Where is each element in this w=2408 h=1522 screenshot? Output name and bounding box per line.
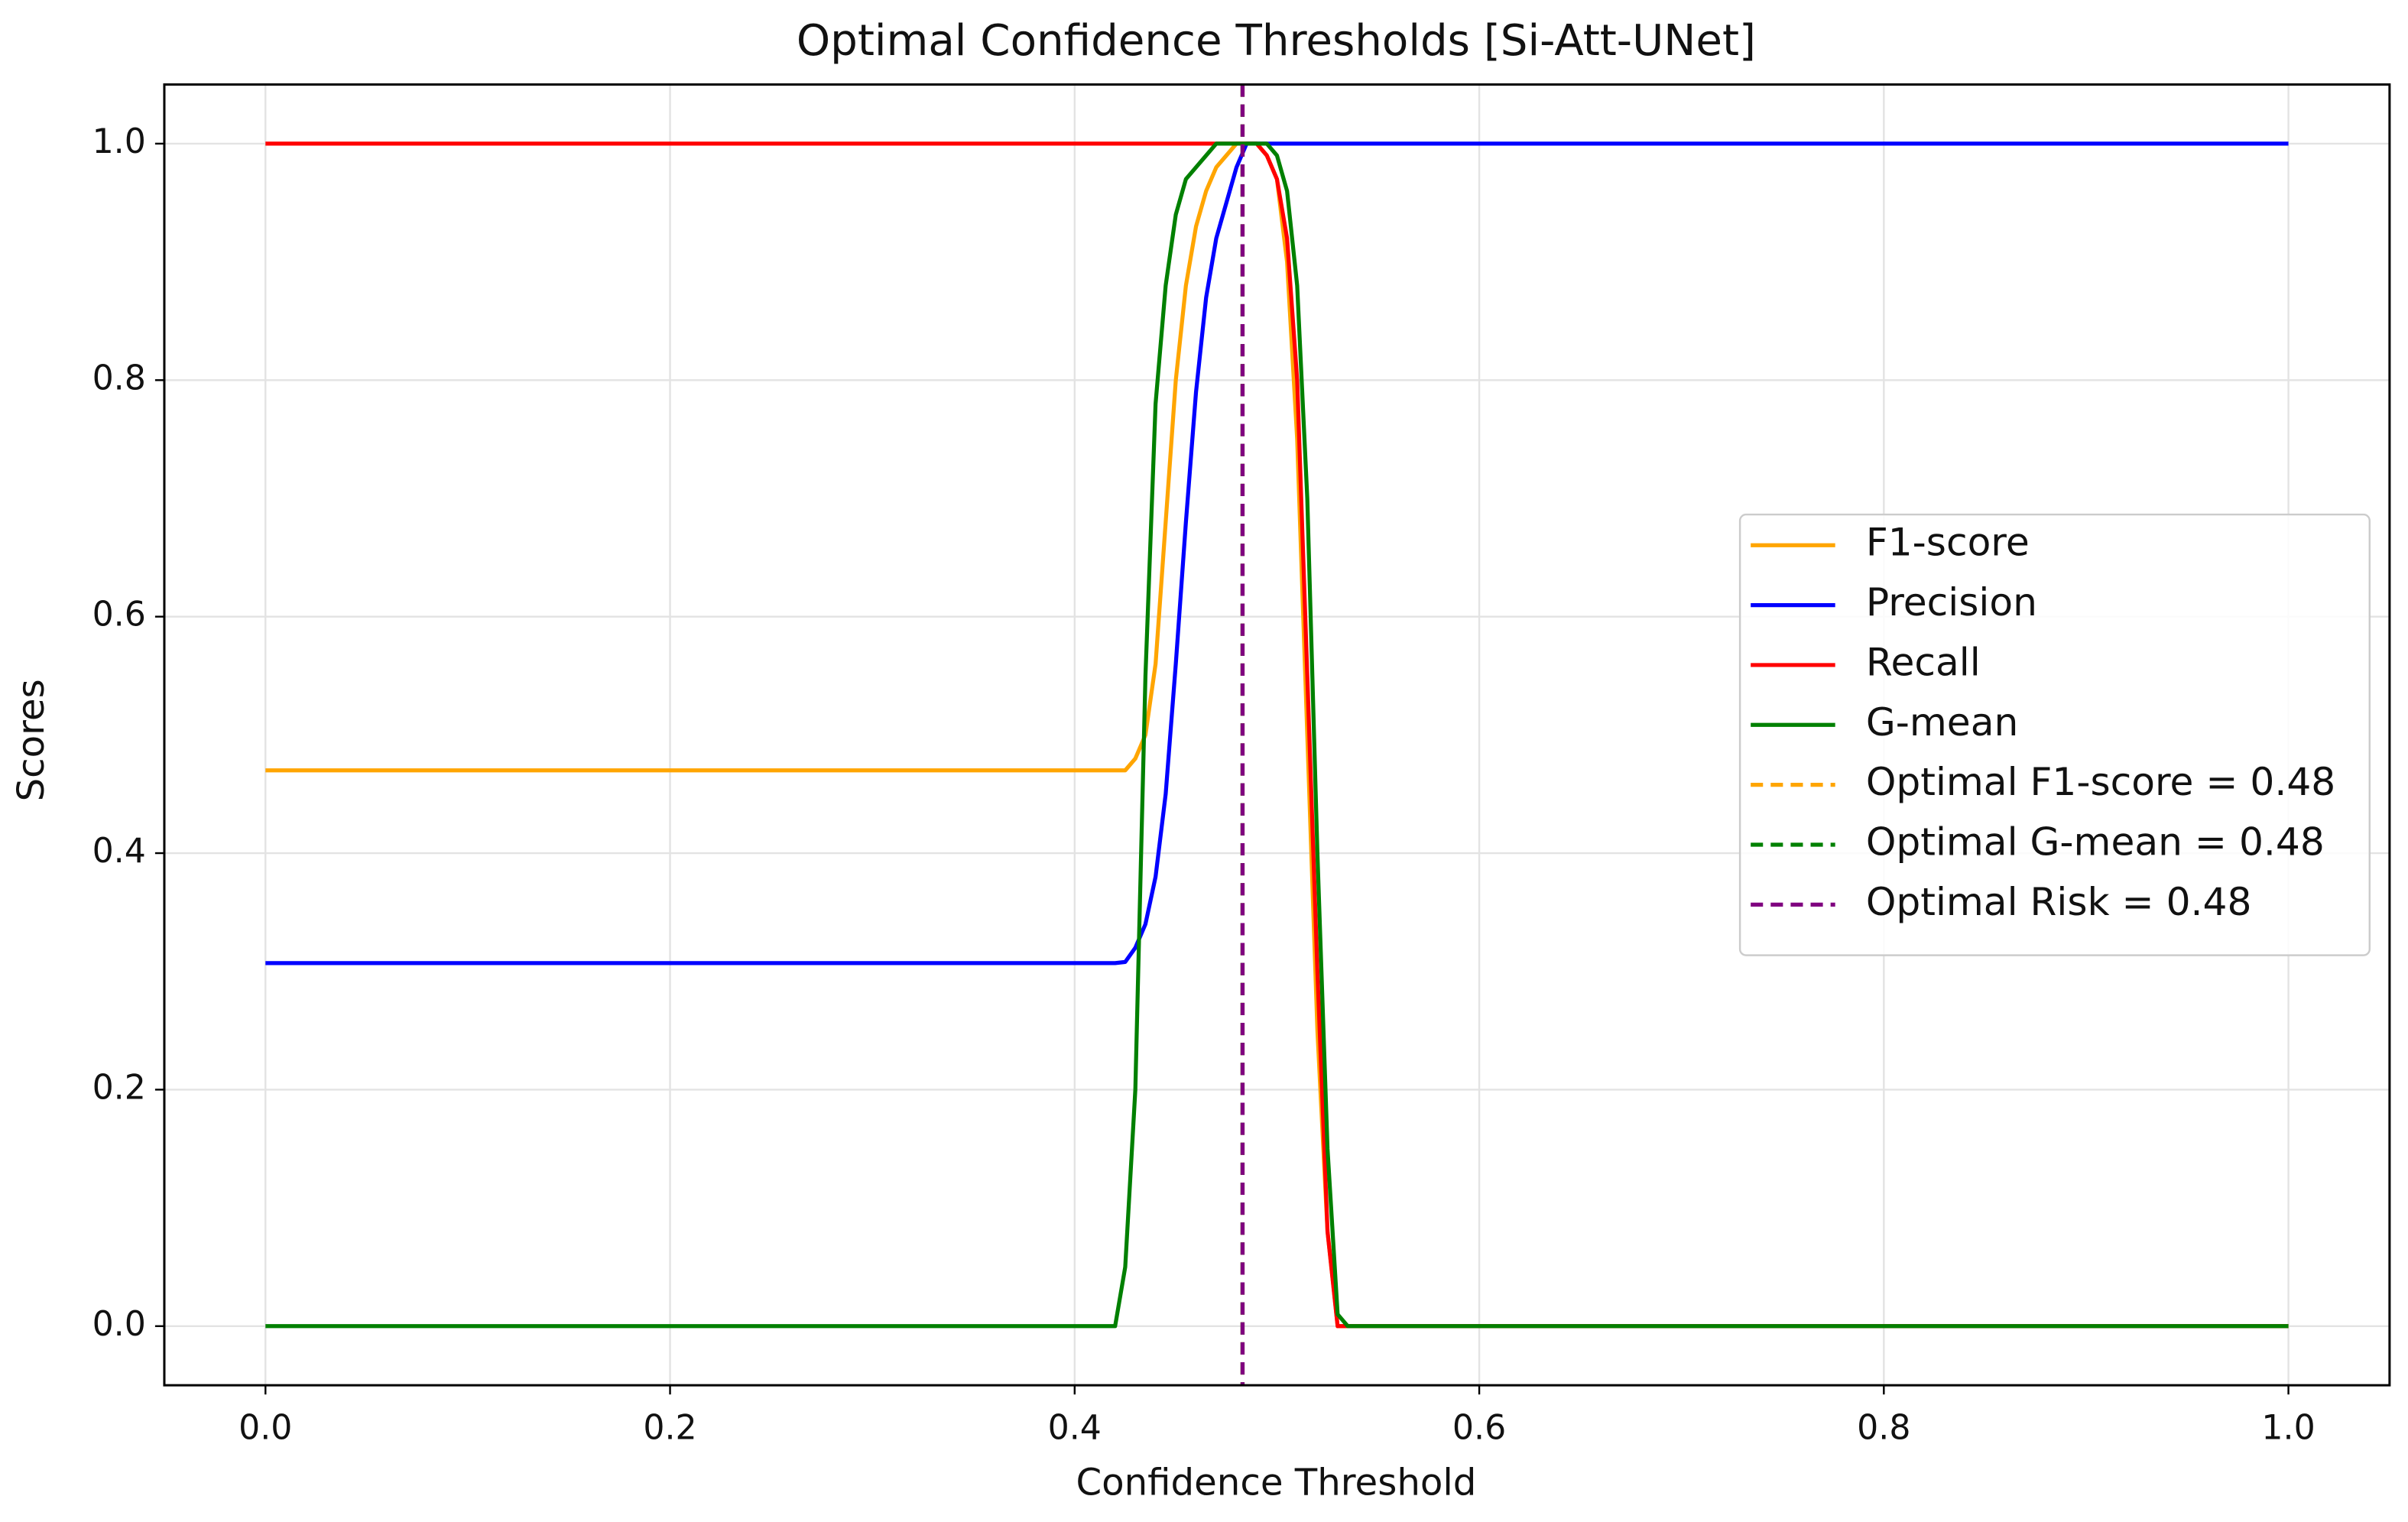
x-tick-label: 0.8 [1857, 1408, 1910, 1447]
y-tick-label: 0.2 [92, 1068, 146, 1107]
y-axis-label: Scores [10, 679, 53, 801]
legend-label: G-mean [1866, 699, 2018, 745]
legend-label: Optimal F1-score = 0.48 [1866, 759, 2335, 804]
legend-label: Recall [1866, 639, 1981, 684]
y-tick-label: 0.8 [92, 359, 146, 398]
legend-label: Optimal Risk = 0.48 [1866, 879, 2252, 924]
y-tick-label: 0.0 [92, 1305, 146, 1344]
plot-area [265, 84, 2289, 1386]
x-tick-label: 1.0 [2261, 1408, 2315, 1447]
y-tick-label: 1.0 [92, 122, 146, 161]
legend-label: F1-score [1866, 520, 2030, 565]
legend-label: Optimal G-mean = 0.48 [1866, 819, 2325, 864]
series-line [265, 141, 2289, 965]
x-tick-label: 0.0 [239, 1408, 292, 1447]
legend: F1-score Precision Recall G-mean Optimal F1-… [1738, 513, 2371, 956]
x-tick-label: 0.2 [643, 1408, 696, 1447]
legend-label: Precision [1866, 579, 2037, 625]
x-tick-label: 0.4 [1048, 1408, 1102, 1447]
y-tick-label: 0.4 [92, 832, 146, 871]
legend-box [1738, 513, 2371, 956]
x-axis-label: Confidence Threshold [1076, 1462, 1476, 1504]
y-tick-label: 0.6 [92, 595, 146, 634]
grid: 0.0 0.2 0.4 0.6 0.8 1.0 0.0 0.2 0.4 0.6 0.8 1.0 [92, 84, 2390, 1447]
axes-frame [163, 83, 2391, 1387]
series-line [265, 141, 2289, 1329]
x-tick-label: 0.6 [1452, 1408, 1506, 1447]
chart-title: Optimal Confidence Thresholds [Si-Att-UN… [797, 16, 1756, 66]
